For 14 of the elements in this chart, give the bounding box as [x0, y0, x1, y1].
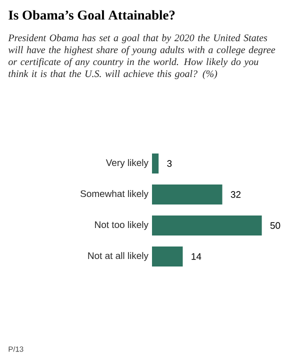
data-label: 3 [167, 160, 172, 167]
bar [152, 154, 159, 174]
bar [152, 184, 222, 204]
y-tick-label: Somewhat likely [80, 190, 148, 199]
chart-title: Is Obama’s Goal Attainable? [8, 10, 175, 20]
chart-subtitle: President Obama has set a goal that by 2020 the United States will have the highest share of young adults with a college degree or certificate of any country in the world. How likely do you think it is that the U.S. will achieve this goal? (%) [8, 34, 276, 80]
y-tick-label: Very likely [106, 159, 148, 168]
data-label: 32 [230, 191, 241, 198]
data-label: 50 [270, 222, 280, 229]
data-label: 14 [192, 253, 202, 260]
bar [152, 216, 262, 236]
bar [152, 246, 183, 266]
y-tick-label: Not too likely [95, 221, 148, 230]
y-tick-label: Not at all likely [88, 252, 148, 261]
